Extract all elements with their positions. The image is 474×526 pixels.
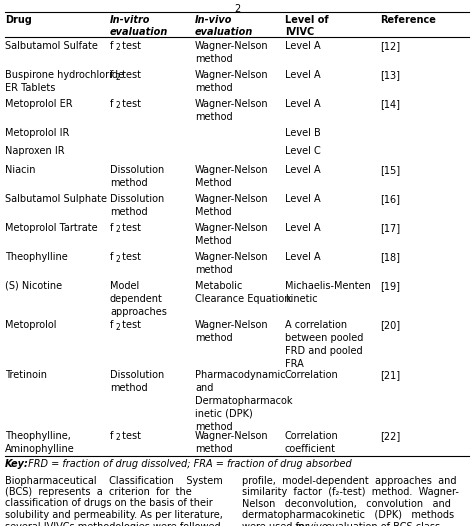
Text: Salbutamol Sulphate: Salbutamol Sulphate (5, 194, 107, 204)
Text: [21]: [21] (380, 370, 400, 380)
Text: Wagner-Nelson
method: Wagner-Nelson method (195, 320, 269, 343)
Text: 2: 2 (116, 73, 120, 82)
Text: Model
dependent
approaches: Model dependent approaches (110, 281, 167, 317)
Text: Level B: Level B (285, 128, 321, 138)
Text: evaluation of BCS class: evaluation of BCS class (323, 521, 440, 526)
Text: f: f (110, 223, 113, 233)
Text: Level C: Level C (285, 147, 321, 157)
Text: (BCS)  represents  a  criterion  for  the: (BCS) represents a criterion for the (5, 487, 192, 497)
Text: Metoprolol ER: Metoprolol ER (5, 99, 73, 109)
Text: Dissolution
method: Dissolution method (110, 165, 164, 188)
Text: [13]: [13] (380, 70, 400, 80)
Text: Drug: Drug (5, 15, 32, 25)
Text: classification of drugs on the basis of their: classification of drugs on the basis of … (5, 499, 213, 509)
Text: test: test (119, 252, 142, 262)
Text: [18]: [18] (380, 252, 400, 262)
Text: FRD = fraction of drug dissolved; FRA = fraction of drug absorbed: FRD = fraction of drug dissolved; FRA = … (25, 459, 352, 469)
Text: f: f (110, 320, 113, 330)
Text: f: f (110, 99, 113, 109)
Text: test: test (119, 320, 142, 330)
Text: Wagner-Nelson
method: Wagner-Nelson method (195, 70, 269, 93)
Text: Level A: Level A (285, 41, 320, 51)
Text: Salbutamol Sulfate: Salbutamol Sulfate (5, 41, 98, 51)
Text: In-vitro
evaluation: In-vitro evaluation (110, 15, 168, 37)
Text: Nelson   deconvolution,   convolution   and: Nelson deconvolution, convolution and (242, 499, 451, 509)
Text: Metoprolol: Metoprolol (5, 320, 56, 330)
Text: Wagner-Nelson
Method: Wagner-Nelson Method (195, 165, 269, 188)
Text: in-vivo: in-vivo (296, 521, 328, 526)
Text: Metoprolol Tartrate: Metoprolol Tartrate (5, 223, 98, 233)
Text: 2: 2 (116, 323, 120, 332)
Text: Level A: Level A (285, 194, 320, 204)
Text: 2: 2 (234, 4, 240, 14)
Text: Pharmacodynamic
and
Dermatopharmacok
inetic (DPK)
method: Pharmacodynamic and Dermatopharmacok ine… (195, 370, 292, 432)
Text: Metabolic
Clearance Equation: Metabolic Clearance Equation (195, 281, 291, 304)
Text: (S) Nicotine: (S) Nicotine (5, 281, 62, 291)
Text: Wagner-Nelson
Method: Wagner-Nelson Method (195, 223, 269, 246)
Text: Level A: Level A (285, 223, 320, 233)
Text: Tretinoin: Tretinoin (5, 370, 47, 380)
Text: 2: 2 (116, 226, 120, 235)
Text: 2: 2 (116, 255, 120, 264)
Text: test: test (119, 431, 142, 441)
Text: In-vivo
evaluation: In-vivo evaluation (195, 15, 254, 37)
Text: Naproxen IR: Naproxen IR (5, 147, 64, 157)
Text: several IVIVCs methodologies were followed: several IVIVCs methodologies were follow… (5, 521, 220, 526)
Text: [12]: [12] (380, 41, 400, 51)
Text: Level A: Level A (285, 70, 320, 80)
Text: Dissolution
method: Dissolution method (110, 370, 164, 393)
Text: profile,  model-dependent  approaches  and: profile, model-dependent approaches and (242, 476, 456, 485)
Text: test: test (119, 99, 142, 109)
Text: Wagner-Nelson
Method: Wagner-Nelson Method (195, 194, 269, 217)
Text: Wagner-Nelson
method: Wagner-Nelson method (195, 252, 269, 275)
Text: Level of
IVIVC: Level of IVIVC (285, 15, 328, 37)
Text: Metoprolol IR: Metoprolol IR (5, 128, 69, 138)
Text: test: test (119, 223, 142, 233)
Text: [19]: [19] (380, 281, 400, 291)
Text: A correlation
between pooled
FRD and pooled
FRA: A correlation between pooled FRD and poo… (285, 320, 364, 369)
Text: [16]: [16] (380, 194, 400, 204)
Text: f: f (110, 252, 113, 262)
Text: [14]: [14] (380, 99, 400, 109)
Text: Wagner-Nelson
method: Wagner-Nelson method (195, 431, 269, 454)
Text: Level A: Level A (285, 99, 320, 109)
Text: Wagner-Nelson
method: Wagner-Nelson method (195, 41, 269, 64)
Text: [22]: [22] (380, 431, 400, 441)
Text: were used for: were used for (242, 521, 312, 526)
Text: Level A: Level A (285, 252, 320, 262)
Text: Level A: Level A (285, 165, 320, 175)
Text: Correlation: Correlation (285, 370, 339, 380)
Text: Theophylline: Theophylline (5, 252, 68, 262)
Text: f: f (110, 70, 113, 80)
Text: Biopharmaceutical    Classification    System: Biopharmaceutical Classification System (5, 476, 223, 485)
Text: f: f (110, 41, 113, 51)
Text: Theophylline,
Aminophylline: Theophylline, Aminophylline (5, 431, 75, 454)
Text: test: test (119, 70, 142, 80)
Text: 2: 2 (116, 433, 120, 442)
Text: Correlation
coefficient: Correlation coefficient (285, 431, 339, 454)
Text: 2: 2 (116, 44, 120, 53)
Text: Wagner-Nelson
method: Wagner-Nelson method (195, 99, 269, 122)
Text: dermatopharmacokinetic   (DPK)   methods: dermatopharmacokinetic (DPK) methods (242, 510, 454, 520)
Text: solubility and permeability. As per literature,: solubility and permeability. As per lite… (5, 510, 223, 520)
Text: Dissolution
method: Dissolution method (110, 194, 164, 217)
Text: [17]: [17] (380, 223, 400, 233)
Text: Buspirone hydrochloride
ER Tablets: Buspirone hydrochloride ER Tablets (5, 70, 124, 93)
Text: Niacin: Niacin (5, 165, 36, 175)
Text: similarity  factor  (f₂-test)  method.  Wagner-: similarity factor (f₂-test) method. Wagn… (242, 487, 459, 497)
Text: [15]: [15] (380, 165, 400, 175)
Text: f: f (110, 431, 113, 441)
Text: Michaelis-Menten
kinetic: Michaelis-Menten kinetic (285, 281, 371, 304)
Text: Key:: Key: (5, 459, 29, 469)
Text: test: test (119, 41, 142, 51)
Text: Reference: Reference (380, 15, 436, 25)
Text: 2: 2 (116, 102, 120, 110)
Text: [20]: [20] (380, 320, 400, 330)
